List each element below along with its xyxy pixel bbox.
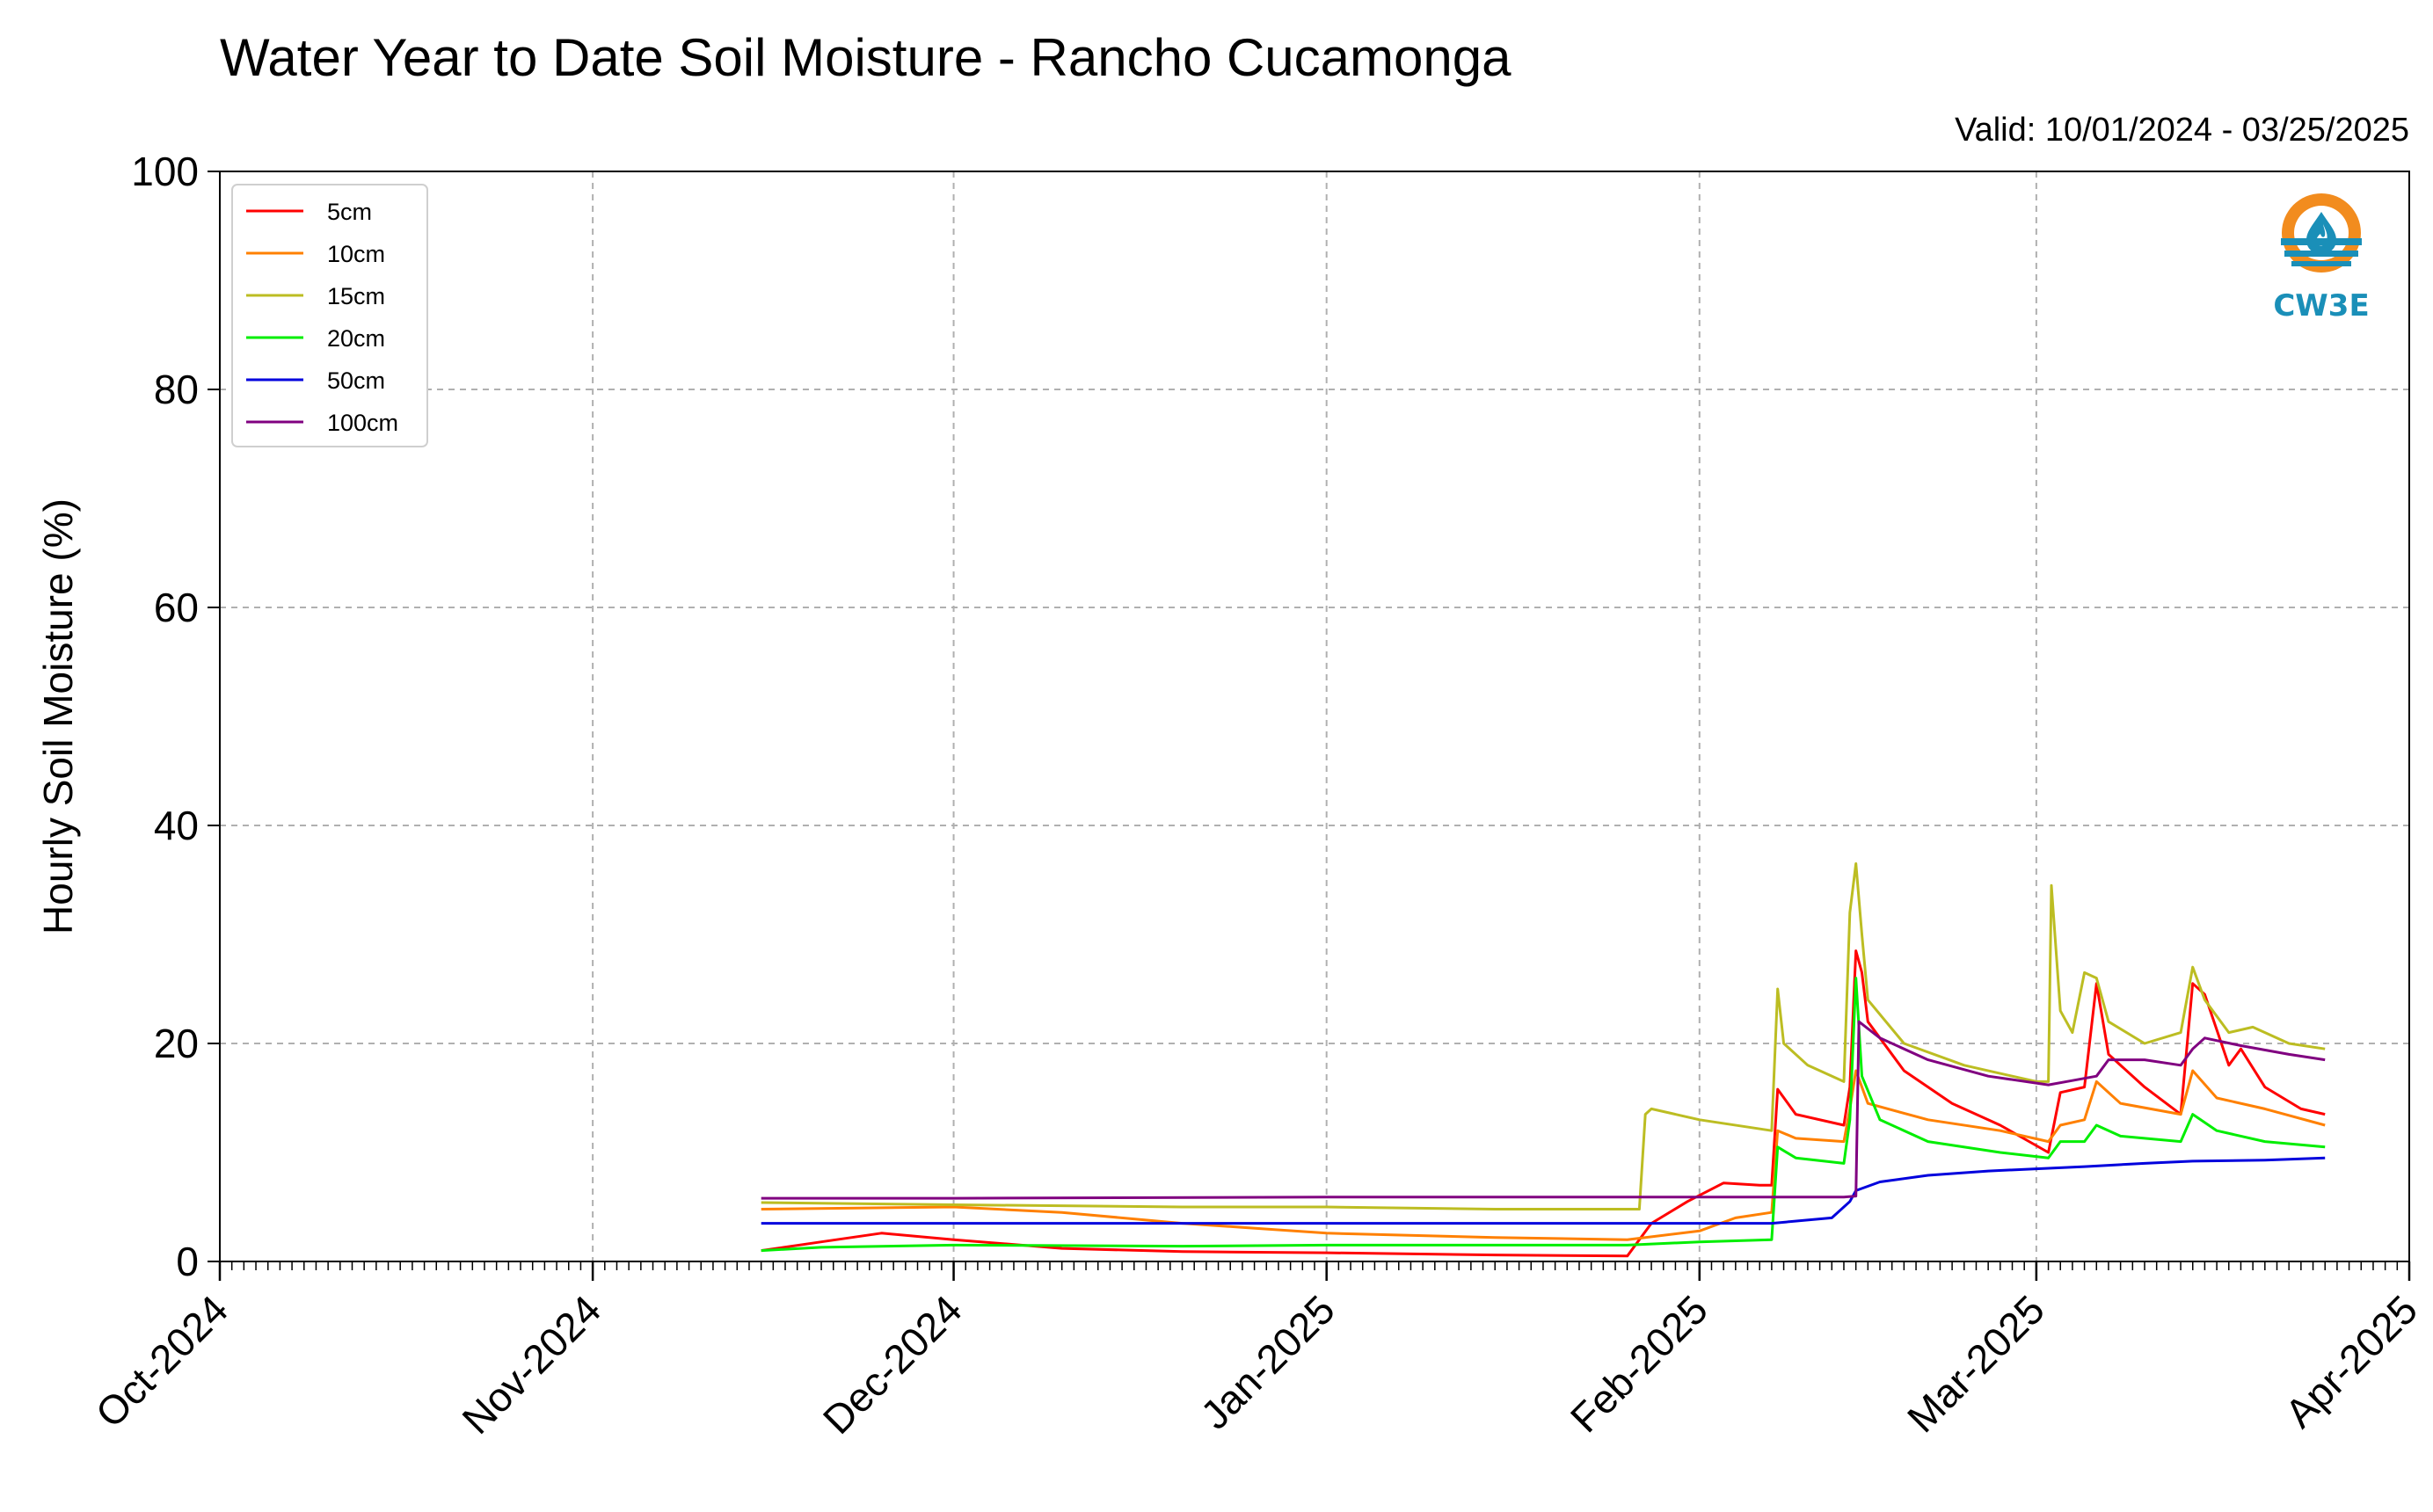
series-line-50cm [761,1156,2326,1225]
x-tick-label: Oct-2024 [87,1286,237,1436]
legend-label-10cm: 10cm [327,241,385,267]
y-tick-label: 20 [154,1021,199,1066]
legend-label-5cm: 5cm [327,199,372,225]
x-tick-label: Nov-2024 [453,1286,609,1443]
y-tick-label: 0 [176,1239,199,1284]
x-tick-label: Jan-2025 [1191,1286,1343,1437]
logo-wave-band-2 [2284,251,2358,257]
logo-wave-band-3 [2291,261,2351,266]
logo-text: CW3E [2273,288,2369,323]
y-tick-label: 40 [154,803,199,848]
series-line-15cm [761,861,2326,1210]
x-tick-label: Feb-2025 [1562,1286,1716,1441]
chart-title: Water Year to Date Soil Moisture - Ranch… [220,28,1512,87]
valid-date-range: Valid: 10/01/2024 - 03/25/2025 [1955,112,2409,149]
series-line-10cm [761,1069,2326,1241]
x-tick-label: Apr-2025 [2276,1286,2426,1436]
legend: 5cm 10cm 15cm 20cm 50cm 100cm [231,184,428,447]
y-tick-label: 100 [131,149,199,194]
logo-wave-band [2281,238,2362,245]
x-tick-label: Mar-2025 [1898,1286,2053,1441]
series-layer [761,861,2326,1258]
x-tick-label: Dec-2024 [814,1286,971,1443]
y-tick-label: 60 [154,585,199,630]
y-axis-label: Hourly Soil Moisture (%) [35,498,81,934]
series-line-100cm [761,1020,2326,1200]
legend-label-50cm: 50cm [327,367,385,394]
legend-label-100cm: 100cm [327,410,398,436]
grid-lines [220,171,2409,1261]
legend-label-15cm: 15cm [327,283,385,309]
legend-label-20cm: 20cm [327,325,385,352]
series-line-5cm [761,949,2326,1258]
plot-area [220,171,2409,1261]
cw3e-logo: CW3E [2273,193,2370,323]
y-tick-label: 80 [154,367,199,412]
